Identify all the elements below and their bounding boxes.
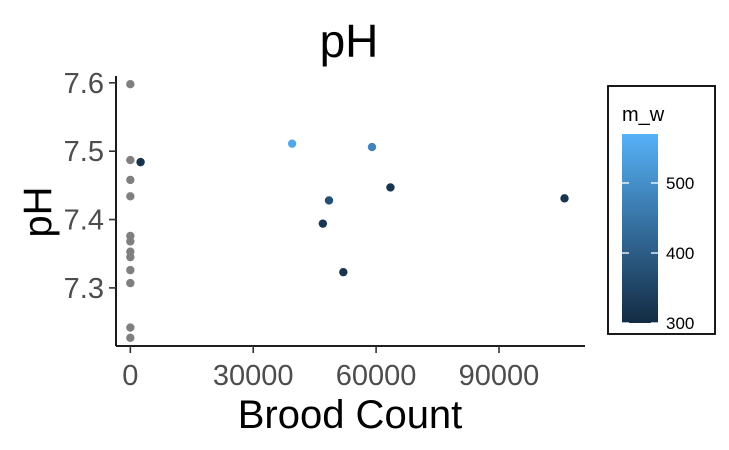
legend-title: m_w xyxy=(622,104,665,126)
data-point xyxy=(386,183,395,192)
data-point xyxy=(126,278,135,288)
x-tick-label: 30000 xyxy=(213,360,294,392)
data-point xyxy=(126,252,135,262)
data-point xyxy=(126,323,135,332)
data-point xyxy=(136,157,145,167)
y-axis-ticks: 7.3 7.4 7.5 7.6 xyxy=(64,68,116,305)
colorbar-tick-label: 400 xyxy=(666,244,694,263)
x-axis-title: Brood Count xyxy=(238,393,463,437)
data-point xyxy=(126,175,135,185)
data-point xyxy=(126,265,135,275)
x-tick-label: 60000 xyxy=(336,360,417,392)
data-point xyxy=(126,237,135,246)
y-tick-label: 7.3 xyxy=(64,273,104,305)
x-tick-label: 0 xyxy=(122,360,138,392)
data-point xyxy=(287,139,297,148)
data-point xyxy=(339,267,348,277)
y-tick-label: 7.4 xyxy=(64,205,104,237)
points-layer xyxy=(126,80,569,342)
data-point xyxy=(126,192,135,201)
color-legend: m_w 300 400 500 xyxy=(607,85,716,335)
data-point xyxy=(126,333,135,342)
colorbar-ticks: 300 400 500 xyxy=(622,174,694,333)
data-point xyxy=(318,219,328,228)
colorbar xyxy=(622,134,658,323)
data-point xyxy=(126,155,135,165)
x-tick-label: 90000 xyxy=(459,360,540,392)
y-tick-label: 7.5 xyxy=(64,136,104,168)
colorbar-tick-label: 300 xyxy=(666,314,694,333)
data-point xyxy=(367,142,377,152)
data-point xyxy=(126,80,135,89)
data-point xyxy=(560,194,569,203)
chart-title: pH xyxy=(320,15,379,67)
plot-area: 0 30000 60000 90000 7.3 7.4 7.5 7.6 xyxy=(64,68,585,392)
colorbar-tick-label: 500 xyxy=(666,174,694,193)
y-tick-label: 7.6 xyxy=(64,68,104,100)
x-axis-ticks: 0 30000 60000 90000 xyxy=(122,346,539,392)
y-axis-title: pH xyxy=(16,186,60,237)
data-point xyxy=(324,196,334,205)
